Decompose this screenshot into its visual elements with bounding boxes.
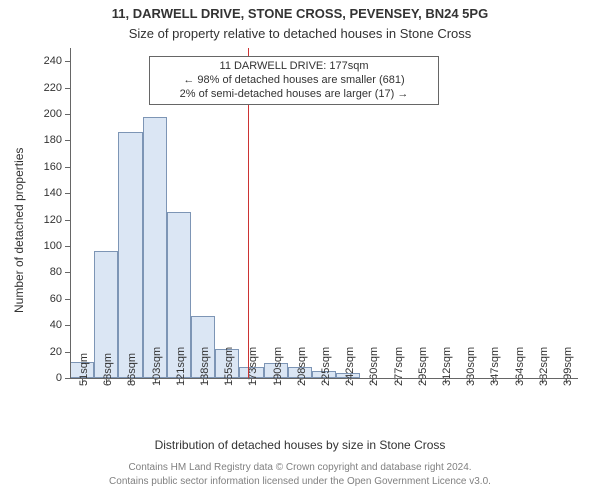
ytick-label: 100 — [22, 240, 62, 252]
x-axis-label: Distribution of detached houses by size … — [0, 438, 600, 452]
y-axis-line — [70, 48, 71, 378]
annotation-line2: ← 98% of detached houses are smaller (68… — [156, 74, 432, 88]
ytick-label: 180 — [22, 134, 62, 146]
ytick-label: 160 — [22, 161, 62, 173]
ytick-label: 220 — [22, 82, 62, 94]
ytick-label: 40 — [22, 319, 62, 331]
x-axis-line — [70, 378, 578, 379]
ytick-label: 120 — [22, 214, 62, 226]
ytick-label: 60 — [22, 293, 62, 305]
ytick-label: 240 — [22, 55, 62, 67]
chart-title-address: 11, DARWELL DRIVE, STONE CROSS, PEVENSEY… — [0, 6, 600, 21]
footer-line2: Contains public sector information licen… — [0, 476, 600, 487]
chart-container: { "titles": { "line1": "11, DARWELL DRIV… — [0, 0, 600, 500]
histogram-bar — [118, 132, 142, 378]
footer-line1: Contains HM Land Registry data © Crown c… — [0, 462, 600, 473]
annotation-line3: 2% of semi-detached houses are larger (1… — [156, 88, 432, 102]
ytick-label: 20 — [22, 346, 62, 358]
chart-title-subtitle: Size of property relative to detached ho… — [0, 26, 600, 41]
ytick-label: 0 — [22, 372, 62, 384]
plot-area: 02040608010012014016018020022024051sqm68… — [70, 48, 578, 378]
ytick-label: 200 — [22, 108, 62, 120]
ytick-label: 140 — [22, 187, 62, 199]
ytick-label: 80 — [22, 266, 62, 278]
annotation-line1: 11 DARWELL DRIVE: 177sqm — [156, 60, 432, 74]
histogram-bar — [143, 117, 167, 378]
annotation-box: 11 DARWELL DRIVE: 177sqm← 98% of detache… — [149, 56, 439, 105]
